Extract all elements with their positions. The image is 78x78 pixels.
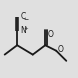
Text: +: + (24, 26, 28, 31)
Text: C: C (20, 12, 26, 21)
Text: −: − (23, 17, 29, 22)
Text: N: N (20, 26, 26, 35)
Text: O: O (58, 45, 64, 54)
Text: O: O (47, 30, 53, 39)
